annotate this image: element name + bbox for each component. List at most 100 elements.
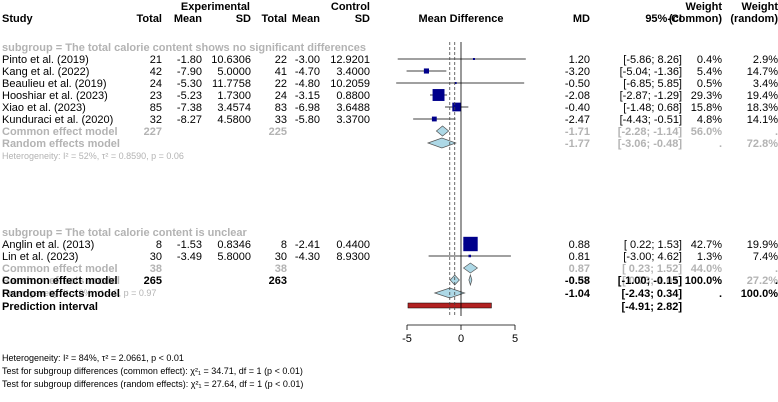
footer-stats: Heterogeneity: I² = 84%, τ² = 2.0661, p … bbox=[2, 353, 303, 389]
header-exp-mean: Mean bbox=[174, 13, 202, 25]
ctrl-mean: -2.41 bbox=[295, 239, 320, 251]
exp-sd: 3.4574 bbox=[217, 102, 251, 114]
summary-ctrl-total: 263 bbox=[269, 275, 287, 287]
exp-mean: -7.90 bbox=[177, 66, 202, 78]
exp-mean: -5.23 bbox=[177, 90, 202, 102]
summary-ci: [-3.06; -0.48] bbox=[618, 138, 683, 150]
header-control: Control bbox=[331, 1, 370, 13]
ctrl-mean: -4.30 bbox=[295, 251, 320, 263]
ci-value: [-5.86; 8.26] bbox=[623, 54, 682, 66]
subgroup-heterogeneity: Heterogeneity: I² = 52%, τ² = 0.8590, p … bbox=[2, 151, 184, 161]
exp-mean: -7.38 bbox=[177, 102, 202, 114]
weight-random: 19.9% bbox=[747, 239, 778, 251]
table-header: Experimental Control Study Total Mean SD Total… bbox=[2, 1, 778, 25]
ctrl-mean: -3.15 bbox=[295, 90, 320, 102]
summary-md: 0.87 bbox=[569, 263, 590, 275]
exp-sd: 1.7300 bbox=[217, 90, 251, 102]
ctrl-total: 24 bbox=[275, 90, 287, 102]
header-weight-random: Weight bbox=[742, 1, 778, 13]
md-value: -2.47 bbox=[565, 114, 590, 126]
weight-common: 42.7% bbox=[691, 239, 722, 251]
prediction-ci: [-4.91; 2.82] bbox=[621, 301, 682, 313]
exp-sd: 5.0000 bbox=[217, 66, 251, 78]
study-weight-square bbox=[431, 116, 437, 122]
study-weight-square bbox=[454, 82, 457, 84]
summary-diamond bbox=[435, 125, 450, 137]
ci-value: [-1.48; 0.68] bbox=[623, 102, 682, 114]
exp-mean: -5.30 bbox=[177, 78, 202, 90]
forest-graph: -5 0 5 bbox=[396, 42, 526, 345]
exp-sd: 0.8346 bbox=[217, 239, 251, 251]
exp-total: 8 bbox=[156, 239, 162, 251]
md-value: 0.88 bbox=[569, 239, 590, 251]
ctrl-total: 83 bbox=[275, 102, 287, 114]
x-tick-label: 0 bbox=[458, 333, 464, 345]
ctrl-mean: -5.80 bbox=[295, 114, 320, 126]
weight-common: 0.4% bbox=[697, 54, 722, 66]
footer-line: Test for subgroup differences (random ef… bbox=[2, 379, 303, 389]
header-random: (random) bbox=[730, 13, 778, 25]
weight-random: 7.4% bbox=[753, 251, 778, 263]
summary-md: -1.71 bbox=[565, 126, 590, 138]
summary-weight-common: . bbox=[719, 138, 722, 150]
weight-random: 3.4% bbox=[753, 78, 778, 90]
summary-exp-total: 38 bbox=[150, 263, 162, 275]
md-value: -0.40 bbox=[565, 102, 590, 114]
exp-total: 21 bbox=[150, 54, 162, 66]
exp-sd: 10.6306 bbox=[211, 54, 251, 66]
summary-weight-random: 100.0% bbox=[741, 288, 778, 300]
summary-label: Common effect model bbox=[2, 275, 118, 287]
exp-mean: -8.27 bbox=[177, 114, 202, 126]
summary-weight-common: 44.0% bbox=[691, 263, 722, 275]
weight-random: 14.7% bbox=[747, 66, 778, 78]
ctrl-sd: 10.2059 bbox=[330, 78, 370, 90]
weight-common: 4.8% bbox=[697, 114, 722, 126]
summary-ci: [ 0.23; 1.52] bbox=[622, 263, 682, 275]
ci-value: [-6.85; 5.85] bbox=[623, 78, 682, 90]
study-name: Xiao et al. (2023) bbox=[2, 102, 86, 114]
ctrl-sd: 8.9300 bbox=[336, 251, 370, 263]
prediction-label: Prediction interval bbox=[2, 301, 98, 313]
exp-mean: -1.80 bbox=[177, 54, 202, 66]
ctrl-sd: 3.6488 bbox=[336, 102, 370, 114]
ctrl-sd: 0.8800 bbox=[336, 90, 370, 102]
md-value: -2.08 bbox=[565, 90, 590, 102]
exp-sd: 5.8000 bbox=[217, 251, 251, 263]
summary-ctrl-total: 38 bbox=[275, 263, 287, 275]
summary-weight-common: . bbox=[719, 288, 722, 300]
study-name: Hooshiar et al. (2023) bbox=[2, 90, 108, 102]
summary-label: Common effect model bbox=[2, 263, 118, 275]
subgroup-heterogeneity: Heterogeneity: I² = 0%, τ² = 0, p = 0.97 bbox=[2, 288, 156, 298]
ctrl-sd: 0.4400 bbox=[336, 239, 370, 251]
exp-total: 32 bbox=[150, 114, 162, 126]
ci-value: [-5.04; -1.36] bbox=[620, 66, 682, 78]
header-exp-total: Total bbox=[137, 13, 162, 25]
summary-diamond bbox=[462, 262, 479, 274]
summary-md: -1.04 bbox=[565, 288, 591, 300]
summary-weight-random: . bbox=[775, 275, 778, 287]
summary-label: Random effects model bbox=[2, 288, 120, 300]
subgroup-label: subgroup = The total calorie content sho… bbox=[2, 42, 366, 54]
ctrl-mean: -6.98 bbox=[295, 102, 320, 114]
exp-mean: -3.49 bbox=[177, 251, 202, 263]
exp-total: 30 bbox=[150, 251, 162, 263]
summary-label: Common effect model bbox=[2, 126, 118, 138]
summary-md: -1.77 bbox=[565, 138, 590, 150]
ctrl-total: 41 bbox=[275, 66, 287, 78]
study-weight-square bbox=[452, 102, 462, 112]
ctrl-mean: -4.80 bbox=[295, 78, 320, 90]
summary-md: -0.58 bbox=[565, 275, 590, 287]
ctrl-sd: 12.9201 bbox=[330, 54, 370, 66]
x-tick-label: 5 bbox=[512, 333, 518, 345]
subgroup-label: subgroup = The total calorie content is … bbox=[2, 227, 248, 239]
weight-common: 1.3% bbox=[697, 251, 722, 263]
ctrl-total: 8 bbox=[281, 239, 287, 251]
weight-common: 15.8% bbox=[691, 102, 722, 114]
summary-ci: [-1.00; -0.15] bbox=[618, 275, 683, 287]
summary-exp-total: 265 bbox=[144, 275, 162, 287]
header-exp-sd: SD bbox=[236, 13, 251, 25]
header-ci: 95%-CI bbox=[645, 13, 682, 25]
weight-common: 29.3% bbox=[691, 90, 722, 102]
exp-total: 85 bbox=[150, 102, 162, 114]
weight-common: 0.5% bbox=[697, 78, 722, 90]
